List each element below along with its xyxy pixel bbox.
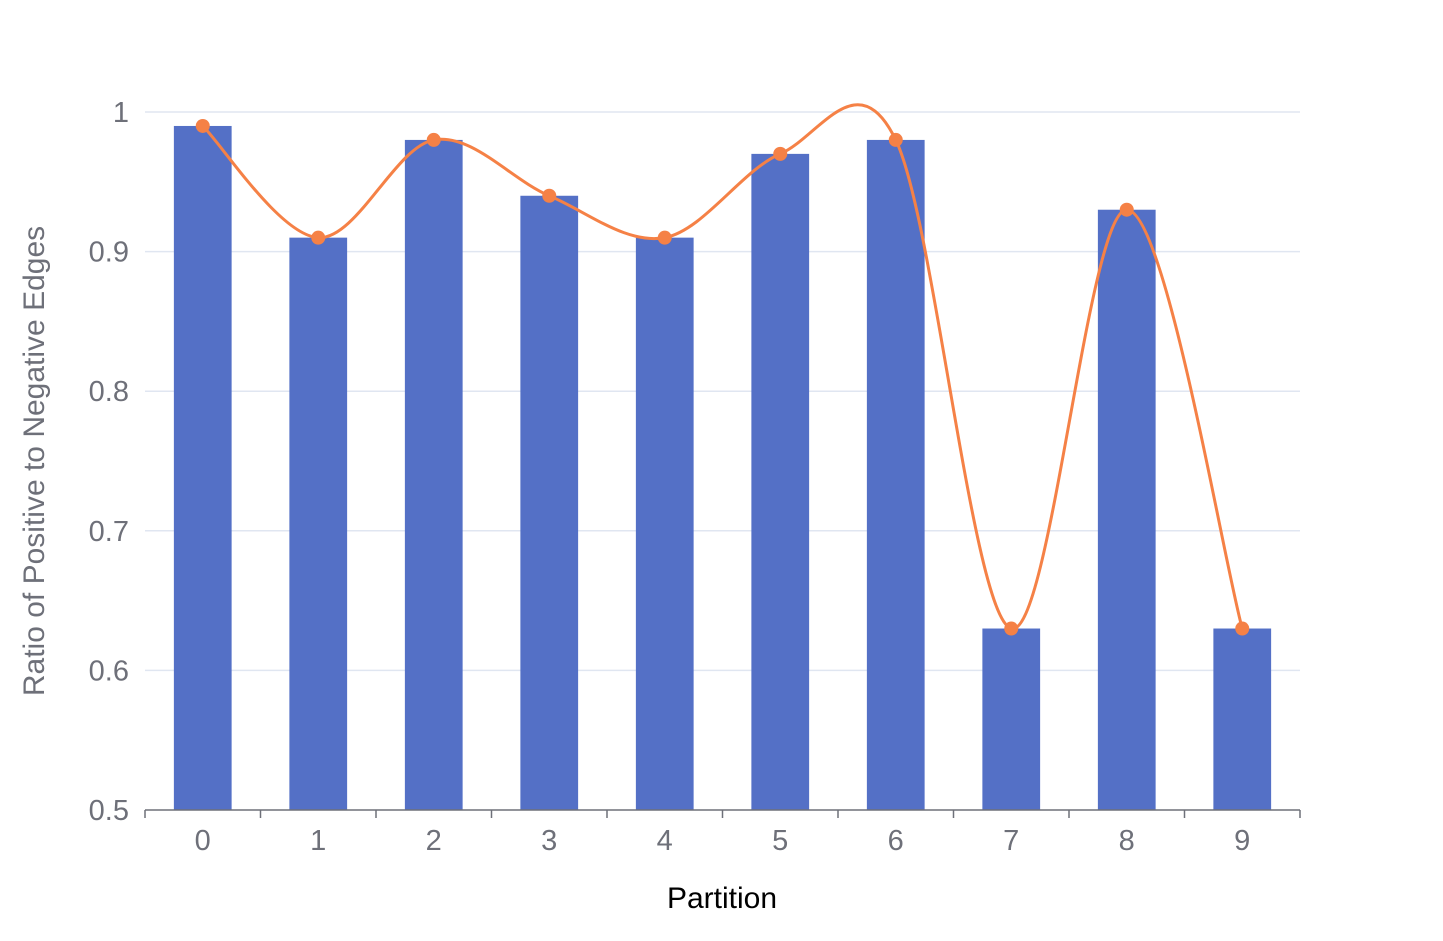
line-point [1119,202,1134,217]
bar [751,153,810,810]
line-point [773,146,788,161]
bar [173,125,232,810]
bar [1213,628,1272,810]
line-point [311,230,326,245]
line-series-path [201,103,1244,631]
y-tick-label: 0.6 [89,655,129,687]
line-point [426,132,441,147]
line-point [1004,621,1019,636]
y-tick-label: 0.8 [89,376,129,408]
y-tick-label: 0.7 [89,516,129,548]
axes [144,809,1301,818]
x-tick-label: 8 [1119,825,1135,857]
x-tick-label: 3 [541,825,557,857]
line-point [657,230,672,245]
x-axis-title: Partition [667,882,777,915]
y-tick-label: 0.5 [89,795,129,827]
x-tick-label: 6 [888,825,904,857]
x-tick-label: 7 [1003,825,1019,857]
bar [635,237,694,810]
x-tick-label: 1 [310,825,326,857]
tick-labels: 0.5 0.6 0.7 0.8 0.9 1 0 1 2 3 4 5 6 7 8 9 [89,97,1251,857]
x-tick-label: 5 [772,825,788,857]
bar [866,139,925,811]
x-tick-label: 9 [1234,825,1250,857]
line-series [195,103,1250,636]
bar [404,139,463,811]
bar-series [173,125,1272,811]
y-axis-title: Ratio of Positive to Negative Edges [18,226,51,696]
line-point [1235,621,1250,636]
y-tick-label: 0.9 [89,237,129,269]
bar [289,237,348,810]
line-point [195,118,210,133]
x-tick-label: 0 [195,825,211,857]
y-tick-label: 1 [113,97,129,129]
x-tick-label: 4 [657,825,673,857]
x-tick-label: 2 [426,825,442,857]
bar [520,195,579,810]
line-point [888,132,903,147]
bar [982,628,1041,810]
bar [1097,209,1156,811]
line-point [542,188,557,203]
